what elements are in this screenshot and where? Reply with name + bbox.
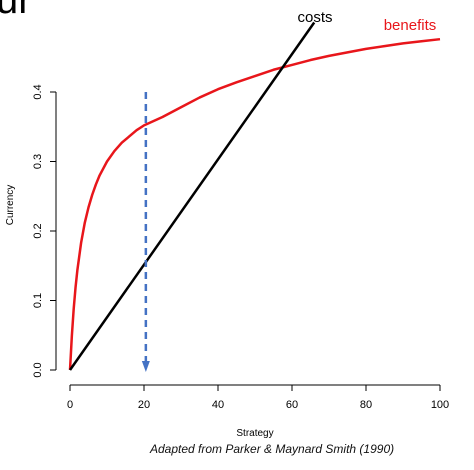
x-tick-label: 20 (138, 399, 150, 411)
x-tick-label: 40 (212, 399, 224, 411)
y-tick-label: 0.3 (32, 154, 44, 169)
series-labels: benefits costs (297, 9, 436, 34)
x-tick-label: 100 (431, 399, 449, 411)
y-axis: 0.0 0.1 0.2 0.3 0.4 (32, 84, 57, 378)
x-tick-label: 60 (286, 399, 298, 411)
x-axis: 0 20 40 60 80 100 (67, 384, 449, 411)
chart: 0 20 40 60 80 100 0.0 0.1 0.2 0.3 0.4 benefits cos… (5, 9, 449, 439)
y-tick-label: 0.0 (32, 362, 44, 377)
y-axis-title: Currency (5, 185, 16, 226)
optimum-arrowhead (141, 361, 150, 372)
x-tick-label: 80 (360, 399, 372, 411)
series-label-benefits: benefits (384, 17, 437, 34)
x-axis-title: Strategy (236, 428, 273, 439)
source-caption: Adapted from Parker & Maynard Smith (199… (150, 442, 395, 456)
y-tick-label: 0.1 (32, 293, 44, 308)
y-tick-label: 0.4 (32, 84, 44, 99)
series-label-costs: costs (297, 9, 332, 26)
x-tick-label: 0 (67, 399, 73, 411)
series-line-benefits (68, 37, 441, 371)
plot-area: 0 20 40 60 80 100 0.0 0.1 0.2 0.3 0.4 benefits cos… (32, 9, 449, 411)
cropped-title-fragment: ur (0, 0, 32, 22)
series-layer (68, 21, 441, 371)
y-tick-label: 0.2 (32, 223, 44, 238)
series-line-costs (68, 21, 316, 371)
annotation-layer (141, 92, 150, 372)
